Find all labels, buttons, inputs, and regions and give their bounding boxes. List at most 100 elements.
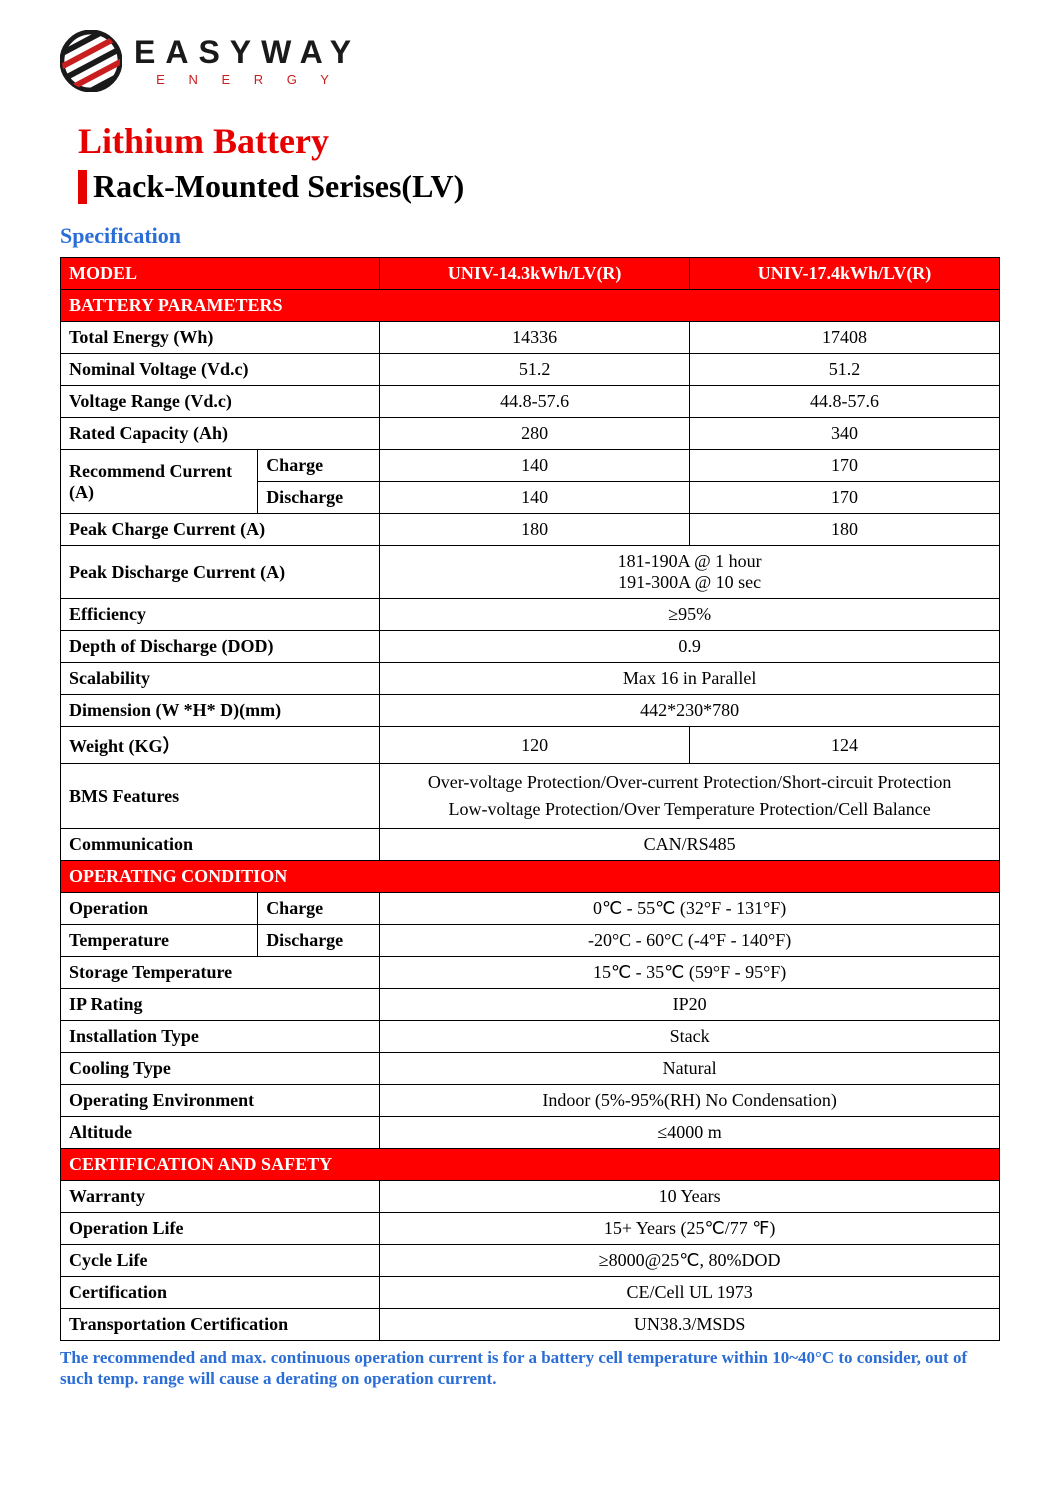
model-b: UNIV-17.4kWh/LV(R) [690, 258, 1000, 290]
param-val: Indoor (5%-95%(RH) No Condensation) [380, 1085, 1000, 1117]
section-label: CERTIFICATION AND SAFETY [61, 1149, 1000, 1181]
param-label: Operating Environment [61, 1085, 380, 1117]
page-title-2-row: Rack-Mounted Serises(LV) [78, 168, 1000, 205]
param-label: Nominal Voltage (Vd.c) [61, 354, 380, 386]
param-val: Natural [380, 1053, 1000, 1085]
param-val: 0.9 [380, 631, 1000, 663]
param-label: Peak Discharge Current (A) [61, 546, 380, 599]
param-val-a: 120 [380, 727, 690, 764]
row-dod: Depth of Discharge (DOD) 0.9 [61, 631, 1000, 663]
param-label-row2: Temperature [61, 925, 258, 957]
row-cooling-type: Cooling Type Natural [61, 1053, 1000, 1085]
row-warranty: Warranty 10 Years [61, 1181, 1000, 1213]
param-label: BMS Features [61, 764, 380, 829]
model-a: UNIV-14.3kWh/LV(R) [380, 258, 690, 290]
param-val-a: 51.2 [380, 354, 690, 386]
row-installation-type: Installation Type Stack [61, 1021, 1000, 1053]
param-val: CAN/RS485 [380, 829, 1000, 861]
param-val: ≥8000@25℃, 80%DOD [380, 1245, 1000, 1277]
specification-heading: Specification [60, 223, 1000, 249]
sub-label-charge: Charge [258, 893, 380, 925]
sub-label-discharge: Discharge [258, 925, 380, 957]
section-label: BATTERY PARAMETERS [61, 290, 1000, 322]
row-operating-environment: Operating Environment Indoor (5%-95%(RH)… [61, 1085, 1000, 1117]
param-label: Cooling Type [61, 1053, 380, 1085]
row-dimension: Dimension (W *H* D)(mm) 442*230*780 [61, 695, 1000, 727]
param-val-b: 51.2 [690, 354, 1000, 386]
brand-subname: E N E R G Y [134, 72, 361, 87]
param-val: ≤4000 m [380, 1117, 1000, 1149]
param-label: Installation Type [61, 1021, 380, 1053]
row-rated-capacity: Rated Capacity (Ah) 280 340 [61, 418, 1000, 450]
brand-header: EASYWAY E N E R G Y [60, 30, 1000, 92]
row-bms: BMS Features Over-voltage Protection/Ove… [61, 764, 1000, 829]
section-operating-condition: OPERATING CONDITION [61, 861, 1000, 893]
param-val: Stack [380, 1021, 1000, 1053]
row-cycle-life: Cycle Life ≥8000@25℃, 80%DOD [61, 1245, 1000, 1277]
param-val-b: 180 [690, 514, 1000, 546]
param-val: 15℃ - 35℃ (59°F - 95°F) [380, 957, 1000, 989]
row-altitude: Altitude ≤4000 m [61, 1117, 1000, 1149]
row-op-temp-charge: Operation Charge 0℃ - 55℃ (32°F - 131°F) [61, 893, 1000, 925]
section-certification-safety: CERTIFICATION AND SAFETY [61, 1149, 1000, 1181]
bms-line2: Low-voltage Protection/Over Temperature … [388, 796, 991, 823]
param-val: UN38.3/MSDS [380, 1309, 1000, 1341]
title-accent-bar [78, 170, 87, 204]
param-val: IP20 [380, 989, 1000, 1021]
bms-line1: Over-voltage Protection/Over-current Pro… [388, 769, 991, 796]
param-label: Transportation Certification [61, 1309, 380, 1341]
param-label: Communication [61, 829, 380, 861]
param-label: Rated Capacity (Ah) [61, 418, 380, 450]
param-val-a: 180 [380, 514, 690, 546]
row-transportation-certification: Transportation Certification UN38.3/MSDS [61, 1309, 1000, 1341]
param-val: 10 Years [380, 1181, 1000, 1213]
param-val-a: 44.8-57.6 [380, 386, 690, 418]
row-storage-temp: Storage Temperature 15℃ - 35℃ (59°F - 95… [61, 957, 1000, 989]
param-label: Weight (KG） [61, 727, 380, 764]
param-label: Peak Charge Current (A) [61, 514, 380, 546]
param-label: Scalability [61, 663, 380, 695]
param-label: Recommend Current (A) [61, 450, 258, 514]
param-val: ≥95% [380, 599, 1000, 631]
peak-discharge-line1: 181-190A @ 1 hour [388, 551, 991, 572]
param-label-row1: Operation [61, 893, 258, 925]
row-operation-life: Operation Life 15+ Years (25℃/77 ℉) [61, 1213, 1000, 1245]
param-label: Operation Life [61, 1213, 380, 1245]
param-label: Cycle Life [61, 1245, 380, 1277]
param-val-a: 140 [380, 482, 690, 514]
footnote-text: The recommended and max. continuous oper… [60, 1347, 1000, 1390]
row-rec-current-charge: Recommend Current (A) Charge 140 170 [61, 450, 1000, 482]
param-label: Depth of Discharge (DOD) [61, 631, 380, 663]
row-peak-discharge: Peak Discharge Current (A) 181-190A @ 1 … [61, 546, 1000, 599]
param-val-a: 280 [380, 418, 690, 450]
row-nominal-voltage: Nominal Voltage (Vd.c) 51.2 51.2 [61, 354, 1000, 386]
row-weight: Weight (KG） 120 124 [61, 727, 1000, 764]
param-val-b: 44.8-57.6 [690, 386, 1000, 418]
row-scalability: Scalability Max 16 in Parallel [61, 663, 1000, 695]
row-efficiency: Efficiency ≥95% [61, 599, 1000, 631]
param-label: Efficiency [61, 599, 380, 631]
param-val-merged: Over-voltage Protection/Over-current Pro… [380, 764, 1000, 829]
param-val-merged: 181-190A @ 1 hour 191-300A @ 10 sec [380, 546, 1000, 599]
param-val: 15+ Years (25℃/77 ℉) [380, 1213, 1000, 1245]
param-val-b: 124 [690, 727, 1000, 764]
section-battery-parameters: BATTERY PARAMETERS [61, 290, 1000, 322]
row-certification: Certification CE/Cell UL 1973 [61, 1277, 1000, 1309]
row-ip-rating: IP Rating IP20 [61, 989, 1000, 1021]
param-val-a: 140 [380, 450, 690, 482]
peak-discharge-line2: 191-300A @ 10 sec [388, 572, 991, 593]
param-label: Total Energy (Wh) [61, 322, 380, 354]
row-op-temp-discharge: Temperature Discharge -20°C - 60°C (-4°F… [61, 925, 1000, 957]
param-val: Max 16 in Parallel [380, 663, 1000, 695]
brand-text-block: EASYWAY E N E R G Y [134, 36, 361, 87]
param-val-b: 170 [690, 450, 1000, 482]
model-label: MODEL [61, 258, 380, 290]
page-title-2: Rack-Mounted Serises(LV) [93, 168, 464, 205]
param-val-b: 170 [690, 482, 1000, 514]
brand-logo-icon [60, 30, 122, 92]
param-label: Dimension (W *H* D)(mm) [61, 695, 380, 727]
param-label: Warranty [61, 1181, 380, 1213]
brand-name: EASYWAY [134, 36, 361, 68]
param-val-b: 340 [690, 418, 1000, 450]
param-label: IP Rating [61, 989, 380, 1021]
